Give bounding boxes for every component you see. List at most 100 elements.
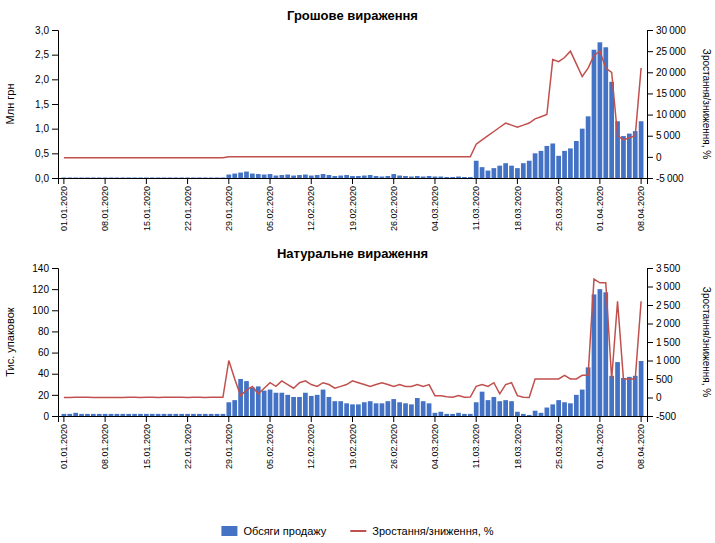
bar [297,397,302,416]
bar [168,177,173,178]
bar [132,414,137,416]
tick-label: 60 [38,347,50,358]
tick-mark [641,416,642,422]
tick-mark [52,310,58,311]
bar [356,404,361,416]
tick: 22.01.2020 [183,178,193,231]
tick-mark [647,379,653,380]
bar [297,175,302,178]
bar [380,403,385,416]
tick-mark [647,51,653,52]
axis-line [59,179,648,185]
bar [344,175,349,178]
tick: 5 000 [647,130,681,141]
bar [368,175,373,178]
bar [592,50,597,178]
bar [238,379,243,416]
tick: 25 000 [647,46,686,57]
tick-mark [311,416,312,422]
bar [444,177,449,178]
bar [126,177,131,178]
bar [221,177,226,178]
tick-label: 0 [43,411,49,422]
tick-label: 3 000 [656,281,681,292]
tick-label: 19.02.2020 [348,424,358,469]
tick: 29.01.2020 [224,178,234,231]
bar [232,174,237,178]
bar [586,116,591,178]
tick: 3 500 [647,263,681,274]
tick-label: 0 [656,152,662,163]
tick-label: 01.01.2020 [59,186,69,231]
bar [150,414,155,416]
bar [556,156,561,178]
tick: 3,0 [35,25,58,36]
bar [509,166,514,178]
bar [226,175,231,178]
line [64,51,641,158]
bar [285,395,290,416]
tick-label: 1,0 [35,123,49,134]
tick-mark [647,93,653,94]
tick: 30 000 [647,25,686,36]
tick-label: 25 000 [656,46,686,57]
bar [62,414,67,416]
tick: 2,0 [35,74,58,85]
bar [639,361,644,416]
bar [633,376,638,416]
x-axis: 01.01.202008.01.202015.01.202022.01.2020… [59,178,648,231]
bar-series [62,42,644,178]
bar [391,174,396,178]
y2-axis-title: Зростання/зниження, % [701,287,712,397]
tick: -500 [647,411,676,422]
bar [103,177,108,178]
bar [539,151,544,178]
tick-label: 04.03.2020 [430,186,440,231]
bar [497,166,502,178]
tick: 18.03.2020 [513,416,523,469]
bar [303,393,308,416]
bar [344,403,349,416]
tick-mark [52,178,58,179]
tick-mark [187,178,188,184]
bar [474,402,479,416]
bar [598,289,603,416]
tick: 22.01.2020 [183,416,193,469]
tick-label: 22.01.2020 [183,424,193,469]
tick-label: 22.01.2020 [183,186,193,231]
bar [368,401,373,416]
bar [327,397,332,416]
tick-mark [52,268,58,269]
bar [226,402,231,416]
tick: 01.04.2020 [595,178,605,231]
bar [462,177,467,178]
tick-label: 08.01.2020 [100,424,110,469]
tick-label: 30 000 [656,25,686,36]
tick-label: 11.03.2020 [471,186,481,230]
bar [321,174,326,178]
tick-label: 500 [656,374,673,385]
title: Грошове вираження [287,8,418,23]
bar [627,377,632,416]
bar [321,390,326,416]
tick: 0 [647,152,662,163]
bar [527,415,532,416]
tick-mark [52,395,58,396]
tick: 19.02.2020 [348,178,358,231]
legend-label: Зростання/зниження, % [372,525,494,537]
y-axis-title: Тис. упаковок [4,307,16,376]
bar [521,163,526,178]
bar [433,177,438,178]
bar [244,381,249,416]
bar [150,177,155,178]
bar [462,414,467,416]
bar [67,177,72,178]
legend-label: Обсяги продажу [243,525,326,537]
bar [115,414,120,416]
bar [109,177,114,178]
tick-label: 01.04.2020 [595,186,605,231]
tick: 20 [38,390,58,401]
panel: Натуральне вираження020406080100120140-5… [4,246,712,469]
bar [515,168,520,178]
tick: 04.03.2020 [430,416,440,469]
